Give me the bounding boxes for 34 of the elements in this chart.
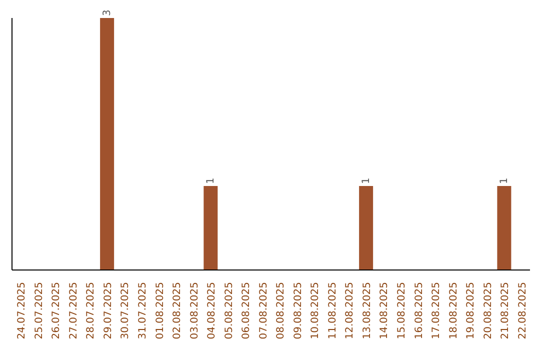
x-tick-label: 26.07.2025 xyxy=(51,282,62,340)
x-tick-label: 14.08.2025 xyxy=(379,282,390,340)
x-tick-label: 13.08.2025 xyxy=(362,282,373,340)
x-tick-label: 25.07.2025 xyxy=(34,282,45,340)
x-tick-label: 30.07.2025 xyxy=(120,282,132,340)
data-label: 1 xyxy=(361,178,372,184)
x-tick-label: 22.08.2025 xyxy=(517,282,528,340)
data-label: 1 xyxy=(206,178,217,184)
x-tick-label: 08.08.2025 xyxy=(276,282,287,340)
x-tick-label: 29.07.2025 xyxy=(102,282,114,340)
x-tick-label: 18.08.2025 xyxy=(448,282,460,340)
x-tick-label: 11.08.2025 xyxy=(327,282,338,340)
data-label: 1 xyxy=(499,178,510,184)
x-tick-label: 06.08.2025 xyxy=(241,282,252,340)
x-tick-label: 24.07.2025 xyxy=(16,282,28,340)
x-tick-label: 15.08.2025 xyxy=(396,282,408,340)
x-tick-label: 27.07.2025 xyxy=(68,282,80,340)
x-tick-label: 31.07.2025 xyxy=(138,282,148,340)
x-tick-label: 16.08.2025 xyxy=(414,282,425,340)
x-tick-label: 01.08.2025 xyxy=(154,282,166,340)
x-tick-label: 04.08.2025 xyxy=(206,282,218,340)
x-tick-label: 17.08.2025 xyxy=(431,282,442,340)
x-tick-label: 28.07.2025 xyxy=(86,282,97,340)
x-tick-label: 10.08.2025 xyxy=(310,282,322,340)
x-tick-label: 02.08.2025 xyxy=(172,282,184,340)
x-tick-label: 12.08.2025 xyxy=(344,282,356,340)
x-tick-label: 19.08.2025 xyxy=(466,282,477,340)
x-tick-label: 05.08.2025 xyxy=(224,282,235,340)
x-tick-label: 21.08.2025 xyxy=(500,282,512,340)
data-label: 3 xyxy=(102,10,114,16)
x-tick-label: 09.08.2025 xyxy=(292,282,304,340)
x-tick-label: 20.08.2025 xyxy=(482,282,494,340)
x-tick-label: 07.08.2025 xyxy=(258,282,270,340)
x-tick-label: 03.08.2025 xyxy=(189,282,200,340)
